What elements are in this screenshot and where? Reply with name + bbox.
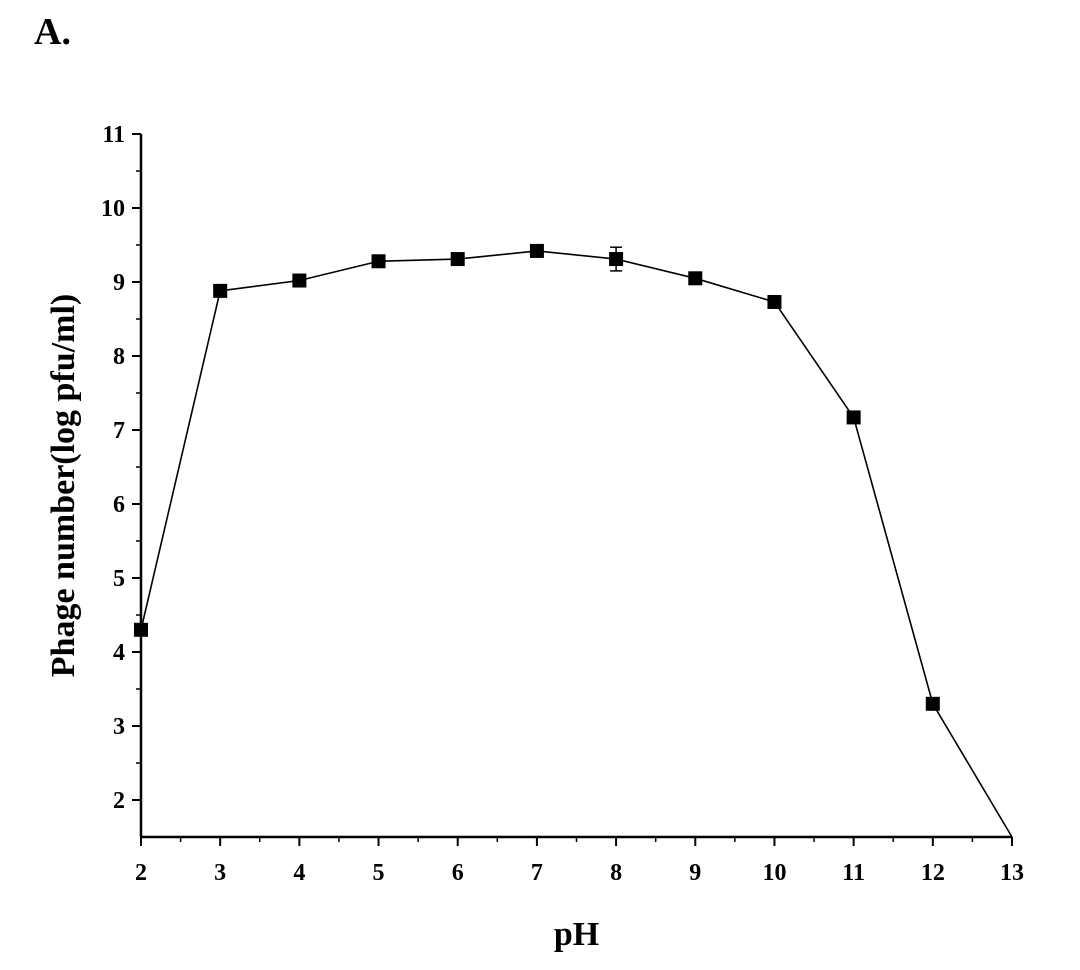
- x-tick-label: 2: [135, 860, 147, 886]
- x-tick-label: 5: [373, 860, 385, 886]
- data-point: [450, 252, 465, 267]
- x-tick-label: 7: [531, 860, 543, 886]
- y-tick-label: 3: [113, 714, 125, 740]
- y-tick-label: 2: [113, 788, 125, 814]
- data-point: [767, 294, 782, 309]
- data-point: [292, 273, 307, 288]
- y-tick-label: 4: [113, 640, 125, 666]
- series-line: [140, 250, 1013, 838]
- data-point: [846, 410, 861, 425]
- x-tick-label: 6: [452, 860, 464, 886]
- axes: 2 3 4 5 6 7 8 9 10 11 12 13 2 3 4 5 6 7 8 9 10 11: [101, 122, 1024, 886]
- data-point: [688, 271, 703, 286]
- data-point: [371, 254, 386, 269]
- x-axis-title: pH: [554, 916, 599, 953]
- x-tick-label: 10: [762, 860, 786, 886]
- x-tick-label: 12: [921, 860, 945, 886]
- y-tick-label: 9: [113, 270, 125, 296]
- x-tick-label: 9: [689, 860, 701, 886]
- y-tick-label: 10: [101, 196, 125, 222]
- y-tick-label: 8: [113, 344, 125, 370]
- x-tick-label: 4: [293, 860, 305, 886]
- data-point: [529, 243, 544, 258]
- data-point: [134, 622, 148, 637]
- data-point: [213, 283, 228, 298]
- x-tick-label: 8: [610, 860, 622, 886]
- x-tick-label: 11: [842, 860, 865, 886]
- data-point: [925, 696, 940, 711]
- y-tick-label: 5: [113, 566, 125, 592]
- y-axis-title: Phage number(log pfu/ml): [45, 294, 82, 677]
- y-tick-label: 11: [102, 122, 125, 148]
- panel-label: A.: [34, 11, 71, 53]
- y-tick-label: 7: [113, 418, 125, 444]
- y-tick-label: 6: [113, 492, 125, 518]
- x-tick-label: 3: [214, 860, 226, 886]
- data-point: [609, 252, 624, 267]
- plot-area: [134, 243, 1013, 838]
- x-tick-label: 13: [1000, 860, 1024, 886]
